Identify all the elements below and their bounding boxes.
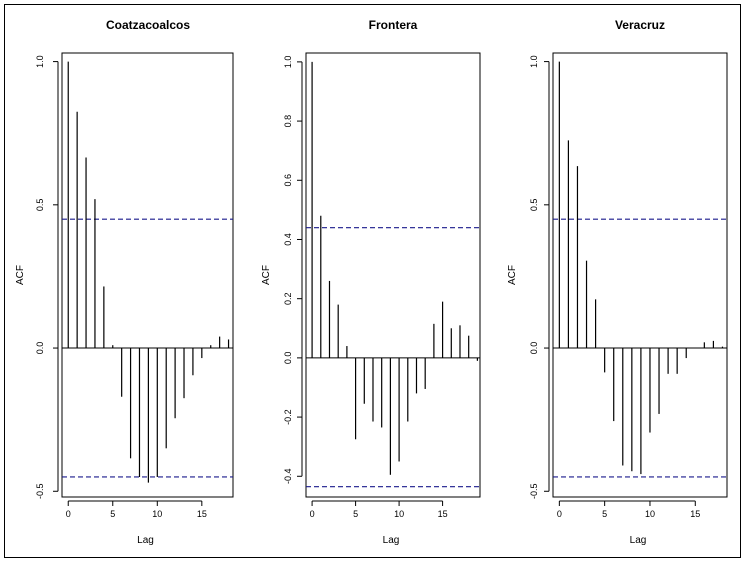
y-tick-label: 0.0: [283, 352, 293, 365]
y-tick-label: 0.0: [529, 342, 539, 355]
x-tick-label: 5: [110, 509, 115, 519]
x-axis-label: Lag: [630, 535, 647, 546]
y-axis-label: ACF: [507, 265, 518, 285]
figure-border: [4, 4, 741, 558]
y-tick-label: 1.0: [529, 55, 539, 68]
x-tick-label: 0: [66, 509, 71, 519]
y-tick-label: 0.6: [283, 174, 293, 187]
acf-panel-1: Frontera 0 5 10 15 -0.4 -0.2 0.0 0.2 0.4 0.6 0.8 1.0…: [261, 18, 481, 546]
plot-frame: [305, 52, 481, 498]
x-tick-label: 10: [645, 509, 655, 519]
y-axis-label: ACF: [261, 265, 272, 285]
x-tick-label: 15: [690, 509, 700, 519]
y-axis-label: ACF: [15, 265, 26, 285]
x-tick-label: 15: [197, 509, 207, 519]
plot-frame: [61, 52, 234, 498]
y-tick-label: 0.5: [529, 199, 539, 212]
x-tick-label: 15: [438, 509, 448, 519]
y-tick-label: -0.5: [529, 484, 539, 500]
x-axis-label: Lag: [137, 535, 154, 546]
acf-panel-2: Veracruz 0 5 10 15 -0.5 0.0 0.5 1.0 Lag ACF: [507, 18, 728, 546]
plot-frame: [552, 52, 728, 498]
x-axis-label: Lag: [383, 535, 400, 546]
y-tick-label: 1.0: [35, 55, 45, 68]
acf-panel-0: Coatzacoalcos 0 5 10 15 -0.5 0.0 0.5 1.0 Lag ACF: [15, 18, 234, 546]
x-tick-label: 5: [602, 509, 607, 519]
y-tick-label: -0.5: [35, 484, 45, 500]
y-tick-label: 0.0: [35, 342, 45, 355]
x-tick-label: 10: [394, 509, 404, 519]
y-tick-label: 0.4: [283, 233, 293, 246]
x-tick-label: 10: [152, 509, 162, 519]
y-tick-label: 0.8: [283, 115, 293, 128]
panel-title: Frontera: [369, 18, 418, 32]
y-tick-label: -0.2: [283, 409, 293, 425]
y-tick-label: 1.0: [283, 56, 293, 69]
y-tick-label: -0.4: [283, 469, 293, 485]
x-tick-label: 0: [557, 509, 562, 519]
panel-title: Coatzacoalcos: [106, 18, 190, 32]
x-tick-label: 0: [310, 509, 315, 519]
panel-title: Veracruz: [615, 18, 665, 32]
y-tick-label: 0.2: [283, 292, 293, 305]
x-tick-label: 5: [353, 509, 358, 519]
y-tick-label: 0.5: [35, 199, 45, 212]
